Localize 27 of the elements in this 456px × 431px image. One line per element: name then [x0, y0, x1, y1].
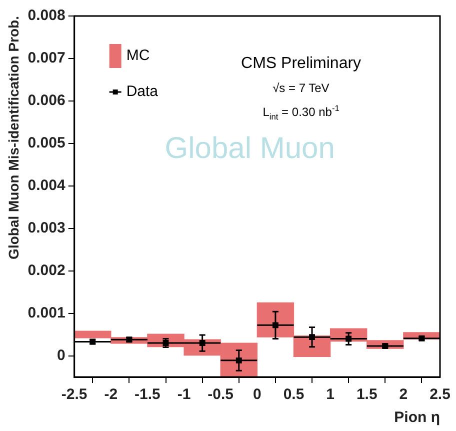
x-tick-label: -2 [104, 386, 118, 404]
x-axis-title: Pion η [394, 409, 440, 426]
x-tick-label: -1.5 [134, 386, 160, 404]
y-tick-label: 0.001 [28, 304, 66, 322]
annotation: √s = 7 TeV [272, 81, 330, 95]
x-tick-label: 2.5 [430, 386, 450, 404]
y-tick-label: 0.002 [28, 262, 66, 279]
legend-label: Data [126, 83, 159, 100]
x-tick-label: 2 [399, 386, 408, 404]
annotation: CMS Preliminary [241, 55, 362, 72]
y-tick-label: 0.005 [28, 134, 66, 152]
x-tick-label: -2.5 [61, 386, 88, 404]
y-tick-label: 0.003 [28, 219, 66, 236]
x-tick-label: 0.5 [283, 386, 304, 404]
annotation: Global Muon [164, 132, 335, 165]
y-tick-label: 0 [56, 346, 66, 364]
x-tick-label: -1 [177, 386, 191, 404]
y-axis-title: Global Muon Mis-identification Prob. [5, 16, 22, 260]
y-tick-label: 0.004 [28, 177, 66, 194]
y-tick-label: 0.007 [28, 50, 66, 67]
x-tick-label: 0 [252, 386, 262, 404]
y-tick-label: 0.008 [28, 7, 66, 24]
x-tick-label: 1 [326, 386, 334, 404]
x-tick-label: 1.5 [356, 386, 378, 404]
legend-label: MC [126, 47, 150, 64]
y-tick-label: 0.006 [28, 92, 66, 110]
x-tick-label: -0.5 [208, 386, 234, 404]
